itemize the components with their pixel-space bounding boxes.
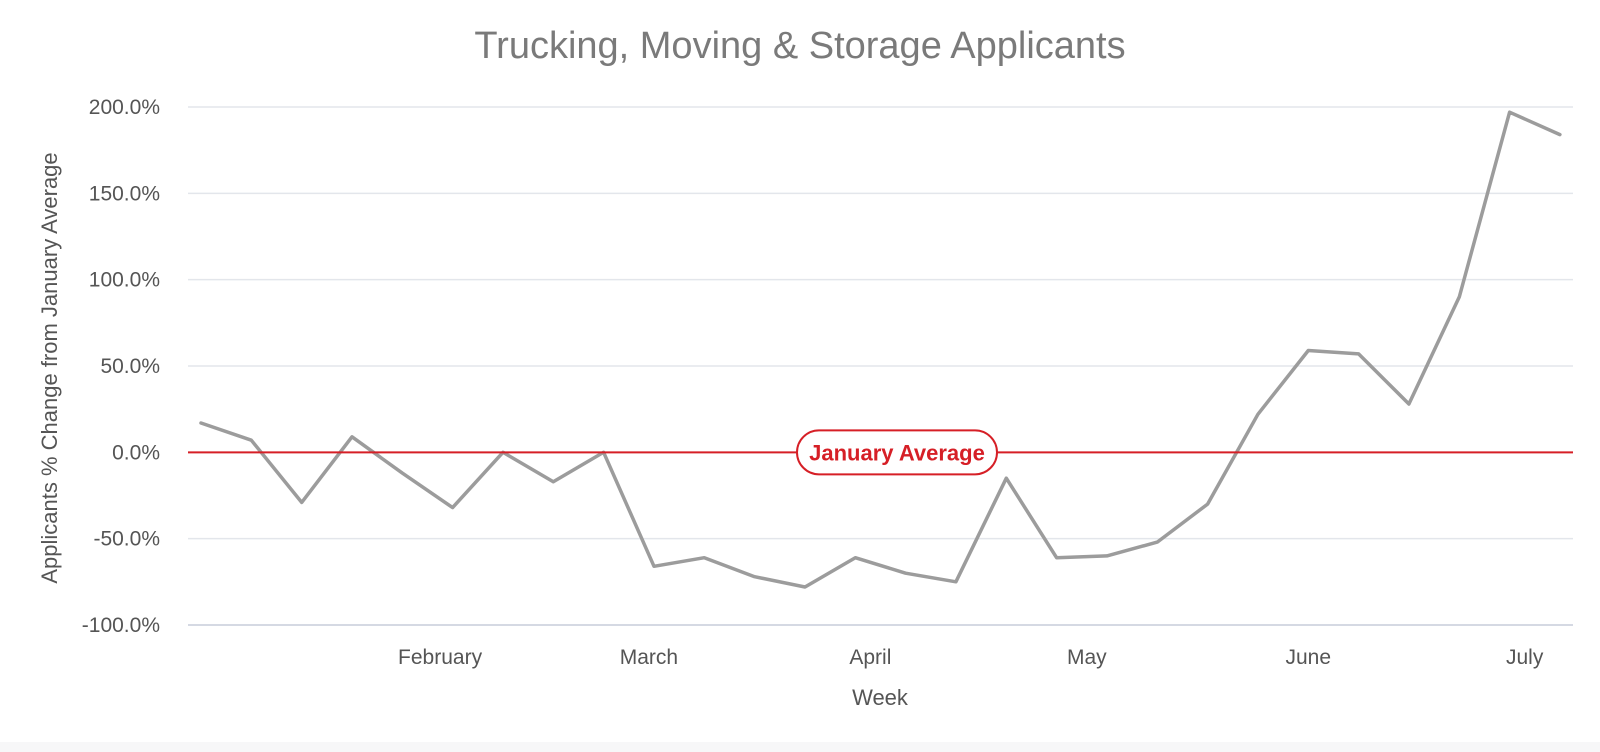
y-tick-label: 0.0% <box>112 441 160 464</box>
y-tick-label: 150.0% <box>89 182 160 205</box>
series-line <box>199 110 1562 589</box>
x-tick-label: June <box>1285 646 1331 669</box>
x-tick-label: February <box>398 646 483 669</box>
y-tick-label: 50.0% <box>100 355 160 378</box>
y-tick-label: 100.0% <box>89 269 160 292</box>
series-layer <box>199 110 1562 589</box>
y-tick-label: -100.0% <box>82 614 160 637</box>
x-tick-label: March <box>620 646 678 669</box>
y-tick-label: 200.0% <box>89 96 160 119</box>
january-average-label: January Average <box>809 440 985 465</box>
y-tick-label: -50.0% <box>93 528 160 551</box>
chart-title: Trucking, Moving & Storage Applicants <box>474 25 1125 67</box>
x-tick-label: July <box>1506 646 1544 669</box>
x-tick-label: May <box>1067 646 1107 669</box>
x-tick-label: April <box>849 646 891 669</box>
gridlines <box>188 106 1573 626</box>
y-axis-ticks: 200.0% 150.0% 100.0% 50.0% 0.0% -50.0% -100.0% <box>82 96 160 637</box>
reference-line-group: January Average <box>188 429 1573 476</box>
x-axis-title: Week <box>852 685 909 710</box>
january-average-label-box <box>796 429 998 476</box>
y-axis-title: Applicants % Change from January Average <box>37 152 62 583</box>
x-axis-ticks: February March April May June July <box>398 646 1544 669</box>
